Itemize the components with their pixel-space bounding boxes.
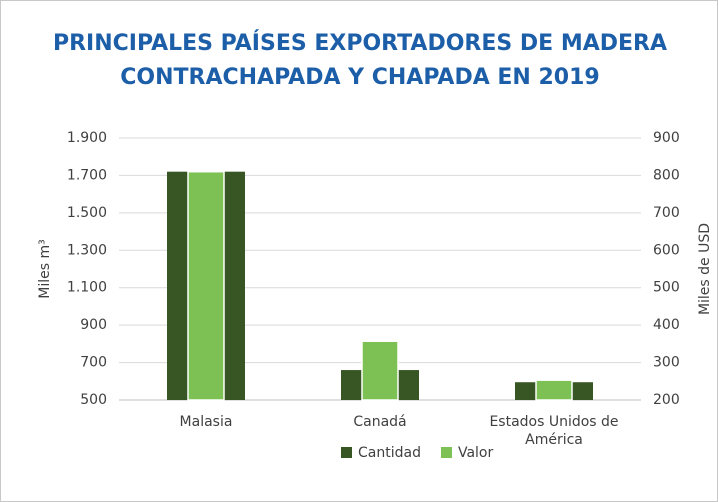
legend-swatch (440, 447, 452, 458)
legend-label: Cantidad (358, 445, 421, 461)
y2-tick-label: 400 (653, 317, 680, 333)
y2-tick-label: 300 (653, 355, 680, 371)
bar (187, 170, 225, 401)
y2-tick-label: 700 (653, 205, 680, 221)
x-tick-label: Canadá (353, 414, 407, 430)
y-tick-label: 1.500 (67, 205, 107, 221)
y2-axis-label: Miles de USD (697, 223, 713, 315)
y2-tick-label: 200 (653, 392, 680, 408)
y-tick-label: 1.700 (67, 167, 107, 183)
y-axis-label: Miles m³ (37, 239, 53, 298)
y-tick-label: 900 (80, 317, 107, 333)
title-box: PRINCIPALES PAÍSES EXPORTADORES DE MADER… (1, 27, 717, 95)
y2-tick-label: 600 (653, 242, 680, 258)
y-tick-label: 700 (80, 355, 107, 371)
chart-title: PRINCIPALES PAÍSES EXPORTADORES DE MADER… (52, 31, 668, 90)
y2-tick-label: 900 (653, 130, 680, 146)
y-tick-label: 500 (80, 392, 107, 408)
bar (535, 379, 573, 401)
x-tick-label: Malasia (179, 414, 233, 430)
bar (361, 340, 399, 401)
legend-swatch (341, 447, 352, 458)
y-tick-label: 1.100 (67, 280, 107, 296)
x-tick-label: Estados Unidos de América (489, 414, 619, 448)
y-tick-label: 1.300 (67, 242, 107, 258)
y2-tick-label: 800 (653, 167, 680, 183)
legend-label: Valor (458, 445, 494, 461)
y2-tick-label: 500 (653, 280, 680, 296)
y-tick-label: 1.900 (67, 130, 107, 146)
